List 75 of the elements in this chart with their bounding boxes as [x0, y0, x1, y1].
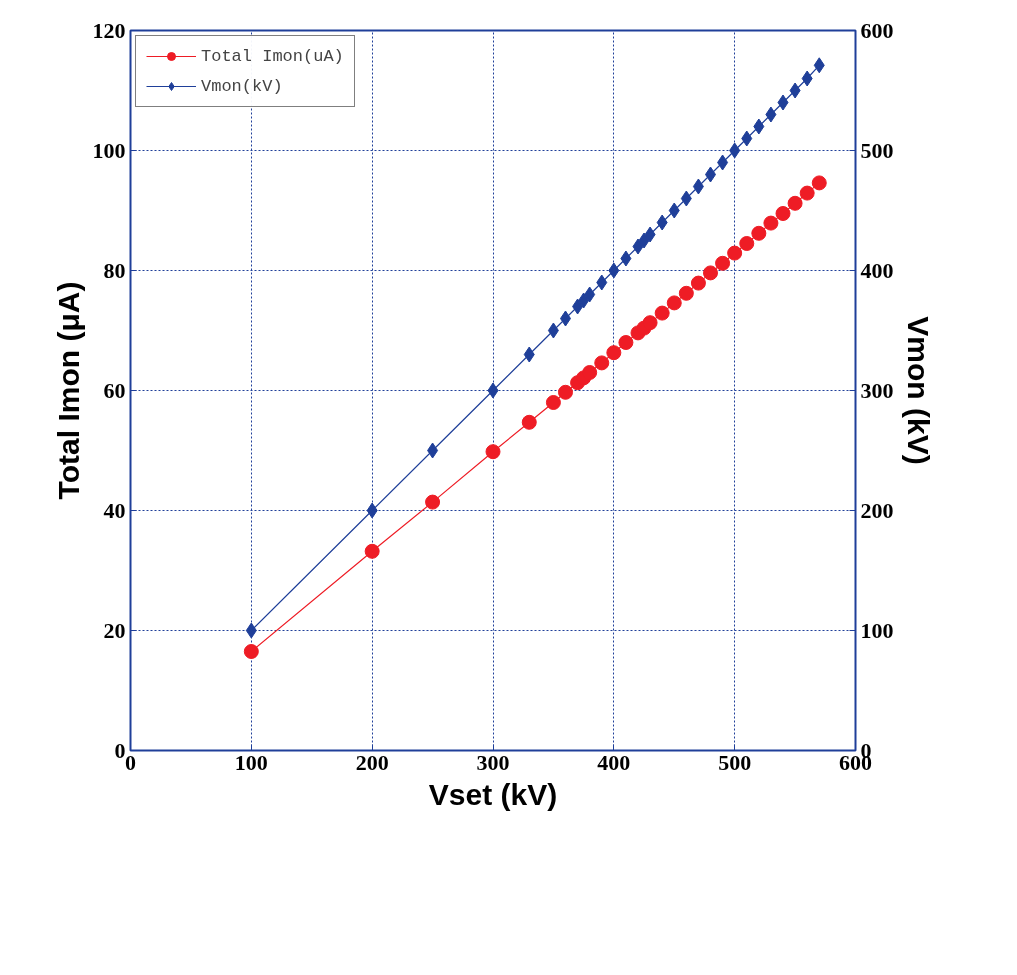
point	[739, 236, 755, 251]
point	[787, 195, 803, 211]
point	[523, 346, 535, 363]
y-tick-label: 20	[103, 617, 126, 643]
y2-tick-label: 600	[860, 17, 894, 43]
point	[703, 265, 718, 281]
point	[666, 295, 682, 311]
legend-label: Vmon(kV)	[201, 76, 283, 96]
point	[727, 245, 743, 261]
point	[751, 225, 767, 241]
x-tick-label: 300	[476, 749, 510, 775]
point	[245, 622, 257, 639]
x-tick-label: 100	[234, 749, 268, 775]
point	[799, 185, 815, 201]
point	[690, 275, 706, 291]
point	[521, 414, 537, 430]
point	[632, 238, 644, 255]
point	[692, 178, 704, 195]
point	[594, 355, 610, 371]
point	[789, 82, 801, 99]
point	[656, 214, 668, 231]
point	[485, 444, 501, 460]
point	[618, 335, 634, 350]
y2-tick-label: 300	[860, 377, 894, 403]
point	[753, 118, 765, 135]
point	[729, 142, 741, 159]
point	[741, 130, 753, 147]
y2-axis-title: Vmon (kV)	[901, 316, 935, 465]
point	[717, 154, 729, 171]
y2-tick-label: 400	[860, 257, 894, 283]
point	[608, 262, 620, 279]
point	[620, 250, 632, 267]
point	[545, 395, 561, 410]
x-axis-title: Vset (kV)	[428, 777, 558, 811]
x-tick-label: 200	[355, 749, 389, 775]
point	[558, 384, 573, 400]
point	[584, 286, 596, 303]
point	[775, 206, 791, 221]
point	[582, 365, 598, 380]
legend-label: Total Imon(uA)	[201, 46, 344, 66]
point	[715, 255, 731, 271]
y-tick-label: 80	[103, 257, 126, 283]
y-tick-label: 60	[103, 377, 126, 403]
point	[578, 292, 590, 309]
point	[425, 494, 441, 510]
y2-tick-label: 200	[860, 497, 894, 523]
point	[765, 106, 777, 123]
point	[638, 232, 650, 249]
x-tick-label: 500	[718, 749, 752, 775]
point	[678, 285, 694, 301]
point	[606, 345, 622, 361]
point	[243, 644, 259, 659]
x-tick-label: 400	[597, 749, 631, 775]
point	[547, 322, 559, 339]
point	[654, 305, 670, 321]
point	[366, 502, 378, 519]
point	[813, 57, 825, 74]
y-tick-label: 40	[103, 497, 126, 523]
point	[668, 202, 680, 219]
point	[642, 315, 658, 331]
point	[777, 94, 789, 111]
point	[811, 175, 827, 191]
y-tick-label: 120	[92, 17, 126, 43]
point	[596, 274, 608, 291]
point	[644, 226, 656, 243]
point	[364, 543, 380, 559]
point	[801, 70, 813, 87]
y2-tick-label: 500	[860, 137, 894, 163]
y-tick-label: 100	[92, 137, 126, 163]
y2-tick-label: 100	[860, 617, 894, 643]
point	[680, 190, 692, 207]
y-axis-title: Total Imon (μA)	[51, 281, 85, 500]
point	[487, 382, 499, 399]
point	[763, 215, 779, 231]
point	[427, 442, 439, 459]
